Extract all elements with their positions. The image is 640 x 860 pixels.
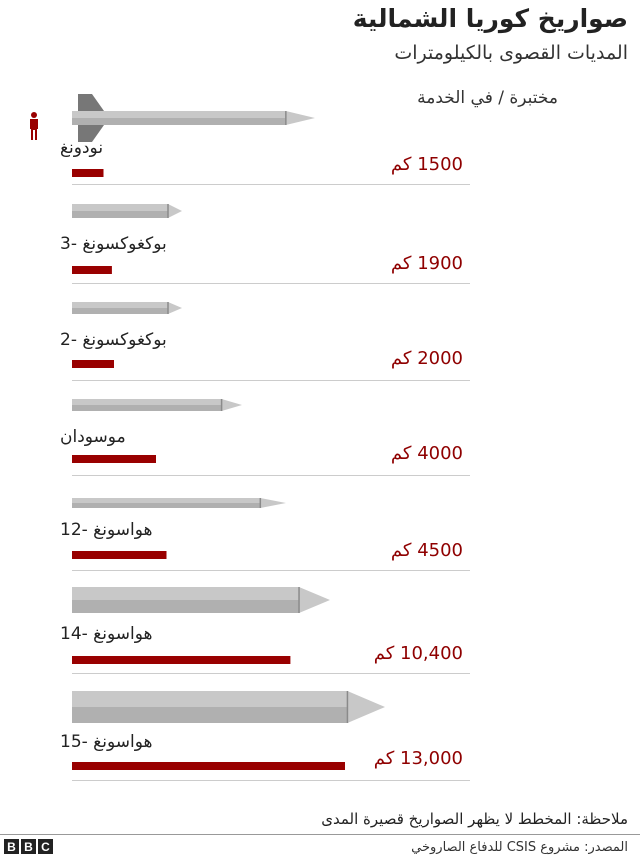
range-value-label: 2000 كم [390,348,463,369]
row-divider [72,780,470,781]
missile-nose [285,111,315,125]
row-divider [72,673,470,674]
row-divider [72,184,470,185]
footer-divider [0,834,640,835]
missile-name-label: بوكغوكسونغ -3 [60,234,167,254]
missile-nose [168,204,182,218]
row-divider [72,570,470,571]
missile-shade [72,308,168,314]
range-bar [72,266,112,274]
missile-fin [78,94,104,111]
chart-subtitle: المديات القصوى بالكيلومترات [394,42,628,64]
range-value-label: 10,400 كم [373,643,463,664]
range-bar [72,169,104,177]
footnote: ملاحظة: المخطط لا يظهر الصواريخ قصيرة ال… [321,810,628,828]
range-bar [72,455,156,463]
range-value-label: 4000 كم [390,443,463,464]
missile-name-label: موسودان [60,427,126,447]
row-divider [72,283,470,284]
missile-nose [299,587,330,613]
range-bar [72,656,291,664]
missile-nose [347,691,385,723]
missile-nose [221,399,242,411]
row-divider [72,380,470,381]
missile-name-label: هواسونغ -14 [60,624,153,644]
missile-shade [72,503,261,508]
person-scale-icon [30,112,38,140]
missile-chart [72,94,385,770]
missile-shade [72,118,286,125]
missile-shade [72,707,348,723]
range-bar [72,360,114,368]
chart-title: صواريخ كوريا الشمالية [352,4,628,33]
missile-name-label: بوكغوكسونغ -2 [60,330,167,350]
source-text: المصدر: مشروع CSIS للدفاع الصاروخي [411,840,628,855]
range-value-label: 1500 كم [390,154,463,175]
row-divider [72,475,470,476]
missile-nose [168,302,182,314]
missile-nose [260,498,286,508]
missile-name-label: نودونغ [60,138,104,158]
missile-name-label: هواسونغ -12 [60,520,153,540]
range-bar [72,551,167,559]
range-value-label: 4500 كم [390,540,463,561]
legend-label: مختبرة / في الخدمة [417,88,558,108]
range-value-label: 1900 كم [390,253,463,274]
missile-fin [78,125,104,142]
missile-shade [72,405,222,411]
missile-name-label: هواسونغ -15 [60,732,153,752]
missile-shade [72,211,168,218]
range-bar [72,762,345,770]
missile-shade [72,600,300,613]
range-value-label: 13,000 كم [373,748,463,769]
